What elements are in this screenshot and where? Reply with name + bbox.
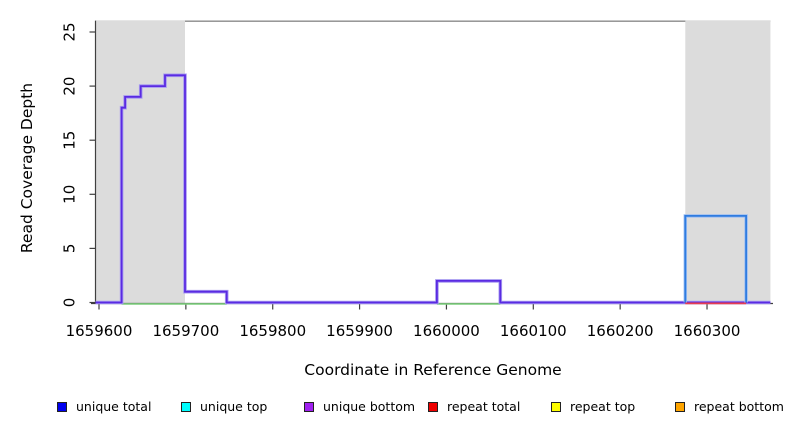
y-axis-title: Read Coverage Depth	[18, 82, 36, 254]
x-tick-label-1660100: 1660100	[500, 322, 567, 340]
legend: unique total unique top unique bottom repea…	[0, 399, 792, 419]
y-tick-label-25: 25	[61, 22, 79, 41]
legend-swatch-unique-bottom	[304, 401, 314, 412]
legend-label-unique-bottom: unique bottom	[323, 399, 416, 414]
unique-step-line-halo	[95, 73, 771, 305]
x-axis-title: Coordinate in Reference Genome	[304, 361, 562, 379]
legend-label-repeat-bottom: repeat bottom	[694, 399, 784, 414]
legend-label-repeat-top: repeat top	[570, 399, 636, 414]
blue-block-line	[684, 214, 747, 303]
legend-swatch-repeat-total	[428, 401, 438, 412]
x-tick-label-1660300: 1660300	[674, 322, 741, 340]
legend-label-repeat-total: repeat total	[447, 399, 521, 414]
legend-item-repeat-top: repeat top	[551, 399, 635, 414]
x-tick-label-1659800: 1659800	[239, 322, 306, 340]
y-tick-label-20: 20	[61, 77, 79, 96]
legend-item-unique-bottom: unique bottom	[304, 399, 415, 414]
y-tick-label-10: 10	[61, 185, 79, 204]
y-tick-label-5: 5	[61, 244, 79, 254]
unique-step-line	[95, 74, 771, 304]
legend-swatch-unique-total	[57, 401, 67, 412]
legend-item-repeat-bottom: repeat bottom	[675, 399, 784, 414]
legend-item-unique-total: unique total	[57, 399, 151, 414]
legend-swatch-unique-top	[181, 401, 191, 412]
x-tick-label-1659600: 1659600	[66, 322, 133, 340]
y-tick-label-0: 0	[61, 298, 79, 308]
legend-item-unique-top: unique top	[181, 399, 267, 414]
shaded-repeat-region-1	[685, 20, 771, 304]
y-tick-label-15: 15	[61, 131, 79, 150]
legend-label-unique-top: unique top	[200, 399, 268, 414]
legend-label-unique-total: unique total	[76, 399, 152, 414]
legend-swatch-repeat-top	[551, 401, 561, 412]
x-tick-label-1660200: 1660200	[587, 322, 654, 340]
x-tick-label-1660000: 1660000	[413, 322, 480, 340]
shaded-repeat-region-0	[95, 20, 185, 304]
x-tick-label-1659700: 1659700	[152, 322, 219, 340]
x-tick-label-1659900: 1659900	[326, 322, 393, 340]
legend-swatch-repeat-bottom	[675, 401, 685, 412]
legend-item-repeat-total: repeat total	[428, 399, 520, 414]
